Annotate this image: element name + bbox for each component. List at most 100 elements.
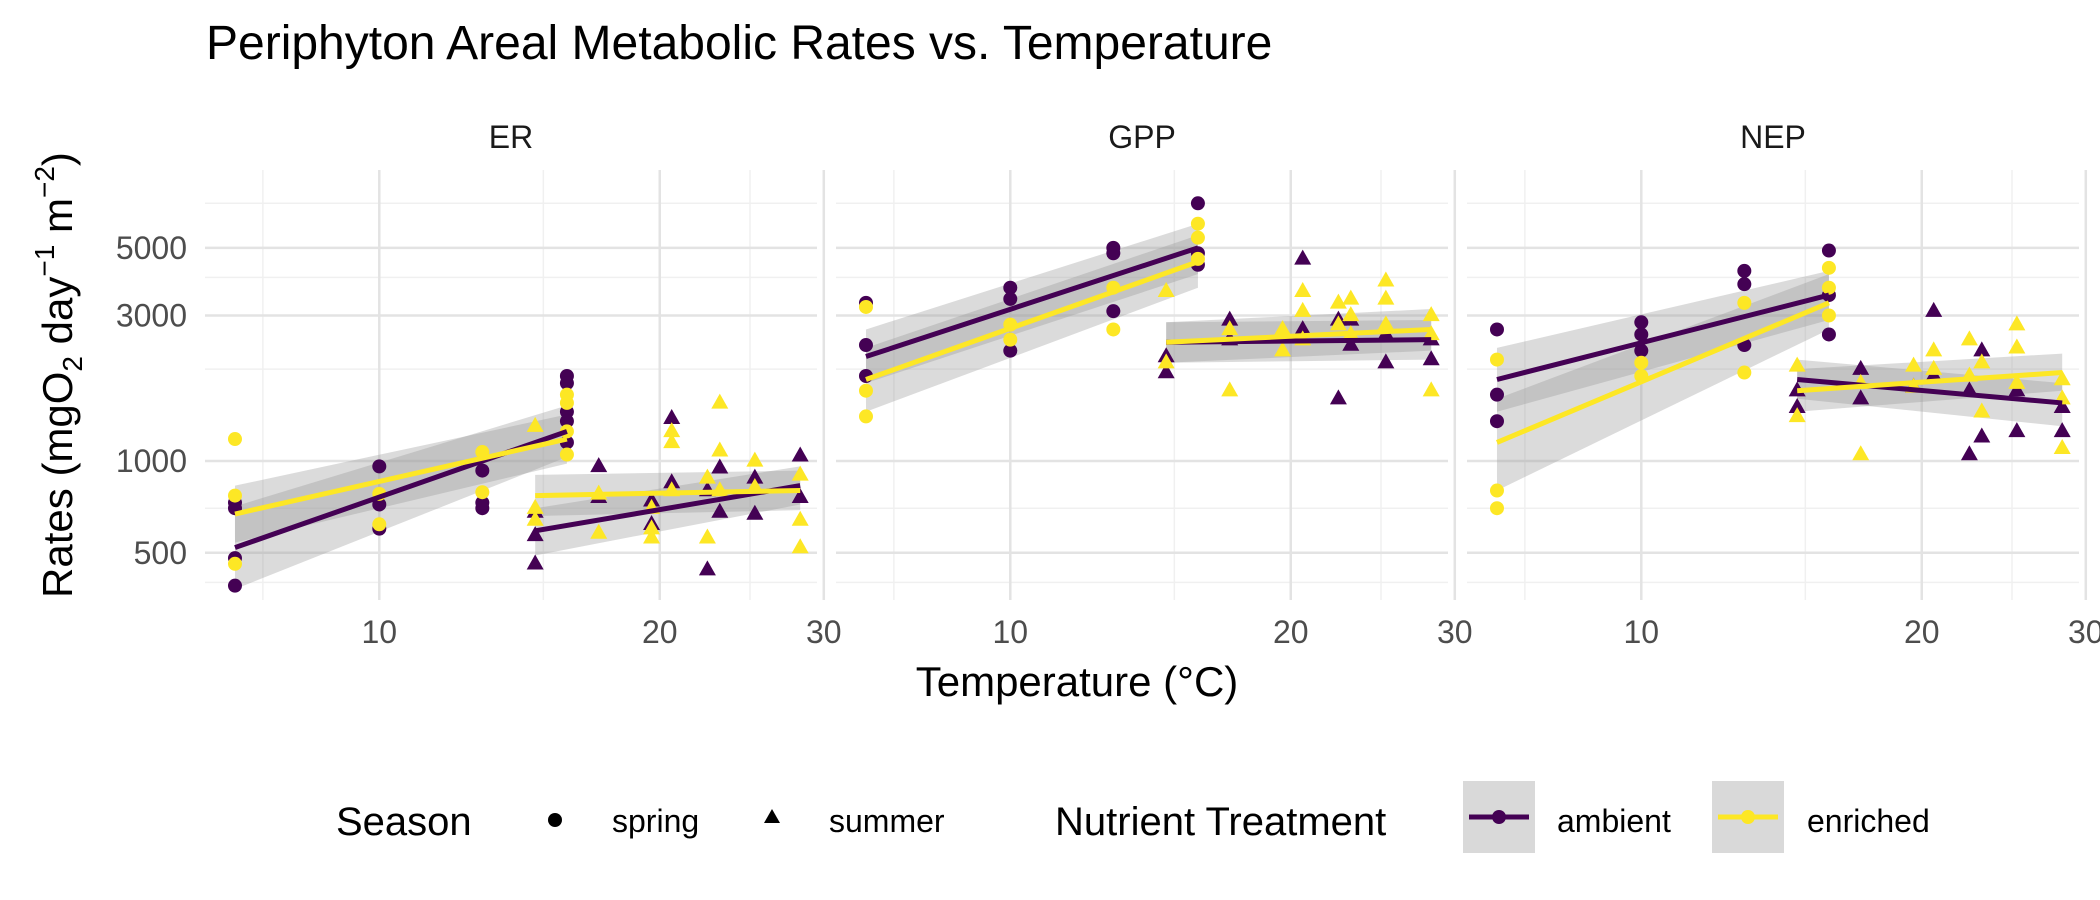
legend-summer-key [764,809,780,823]
data-point-ambient-summer [2053,422,2071,438]
data-point-enriched-summer [1788,407,1806,423]
y-axis-label-close: ) [34,152,81,166]
legend-season-title: Season [336,800,472,844]
data-point-ambient-spring [1003,280,1018,295]
fit-line-enriched-summer [1797,370,2063,394]
data-point-enriched-summer [526,510,544,526]
data-point-enriched-summer [1852,445,1870,461]
data-point-enriched-summer [1973,353,1991,369]
data-point-enriched-summer [791,538,809,554]
panel-nep: NEP 10 20 30 [1467,119,2100,650]
data-point-ambient-summer [791,446,809,462]
data-point-ambient-spring [1106,246,1121,261]
data-point-enriched-spring [1821,308,1836,323]
data-point-enriched-summer [1221,320,1239,336]
data-point-ambient-summer [711,502,729,518]
data-point-ambient-spring [1489,387,1504,402]
data-point-enriched-summer [791,465,809,481]
panel-er: ER 10 20 30 500 1000 3000 5000 [116,119,842,650]
data-point-enriched-spring [1489,352,1504,367]
data-point-enriched-spring [1737,295,1752,310]
y-tick-label: 1000 [116,443,187,479]
data-point-enriched-summer [1294,282,1312,298]
legend-enriched-label: enriched [1807,803,1930,839]
y-axis-label-m: m [34,198,81,245]
data-point-enriched-spring [1190,230,1205,245]
fit-line-ambient-spring [865,245,1199,359]
data-point-enriched-summer [746,451,764,467]
data-point-enriched-summer [1925,341,1943,357]
data-point-ambient-summer [1973,341,1991,357]
data-point-ambient-summer [1329,389,1347,405]
data-point-ambient-summer [1157,363,1175,379]
data-point-enriched-summer [1157,282,1175,298]
data-point-enriched-spring [1737,365,1752,380]
data-point-enriched-spring [858,383,873,398]
data-point-enriched-summer [1377,289,1395,305]
data-point-enriched-summer [1274,320,1292,336]
data-point-ambient-spring [475,495,490,510]
data-point-enriched-spring [1821,260,1836,275]
data-point-enriched-spring [1489,501,1504,516]
legend-enriched-key-point [1741,810,1755,824]
data-point-ambient-summer [1973,427,1991,443]
data-point-enriched-spring [1821,280,1836,295]
fit-line-enriched-spring [234,436,568,517]
y-tick-label: 3000 [116,297,187,333]
data-point-ambient-spring [372,459,387,474]
data-point-enriched-summer [663,433,681,449]
data-point-ambient-summer [1422,350,1440,366]
y-axis-label: Rates (mgO2 day−1 m−2) [29,152,88,598]
data-point-ambient-spring [372,497,387,512]
data-point-ambient-summer [1788,397,1806,413]
data-point-ambient-summer [791,488,809,504]
data-point-enriched-summer [2008,373,2026,389]
data-point-enriched-spring [227,432,242,447]
data-point-ambient-summer [698,560,716,576]
data-point-ambient-summer [1294,249,1312,265]
data-point-enriched-summer [1905,356,1923,372]
data-point-enriched-spring [559,395,574,410]
data-point-enriched-spring [475,485,490,500]
data-point-enriched-summer [1422,381,1440,397]
y-axis-label-main: Rates (mgO [34,372,81,598]
data-point-enriched-summer [1422,325,1440,341]
data-point-ambient-spring [559,414,574,429]
data-point-enriched-summer [643,519,661,535]
data-point-enriched-summer [526,498,544,514]
legend-spring-label: spring [612,803,699,839]
legend-treatment-title: Nutrient Treatment [1055,800,1386,844]
data-point-enriched-summer [711,441,729,457]
fit-line-enriched-spring [865,259,1199,382]
y-axis-label-exponent-2: −2 [29,166,60,198]
fit-line-enriched-spring [1496,300,1830,445]
data-point-enriched-summer [2053,439,2071,455]
panel-label-nep: NEP [1740,119,1806,155]
data-point-ambient-spring [1489,414,1504,429]
data-point-ambient-summer [746,504,764,520]
data-point-enriched-spring [227,488,242,503]
data-point-enriched-summer [1329,293,1347,309]
data-point-enriched-spring [559,447,574,462]
data-point-ambient-summer [590,457,608,473]
data-point-ambient-summer [1342,335,1360,351]
panel-label-er: ER [489,119,533,155]
data-point-enriched-summer [698,468,716,484]
data-point-enriched-summer [643,528,661,544]
data-point-ambient-spring [1634,315,1649,330]
fit-line-ambient-spring [1496,292,1830,382]
data-point-ambient-spring [1003,291,1018,306]
data-point-ambient-spring [1003,343,1018,358]
y-tick-label: 5000 [116,230,187,266]
legend: Season spring summer Nutrient Treatment … [336,781,1930,853]
data-point-ambient-summer [1852,389,1870,405]
panel-gpp: GPP 10 20 30 [836,119,1473,650]
data-point-enriched-spring [1634,355,1649,370]
data-point-ambient-summer [2008,381,2026,397]
panels: ER 10 20 30 500 1000 3000 5000 GPP 10 20 30 NEP 10 20 3… [116,119,2100,650]
data-point-ambient-summer [2008,422,2026,438]
data-point-ambient-spring [1634,327,1649,342]
data-point-enriched-summer [1960,330,1978,346]
legend-spring-key [548,813,562,827]
data-point-enriched-summer [1377,271,1395,287]
